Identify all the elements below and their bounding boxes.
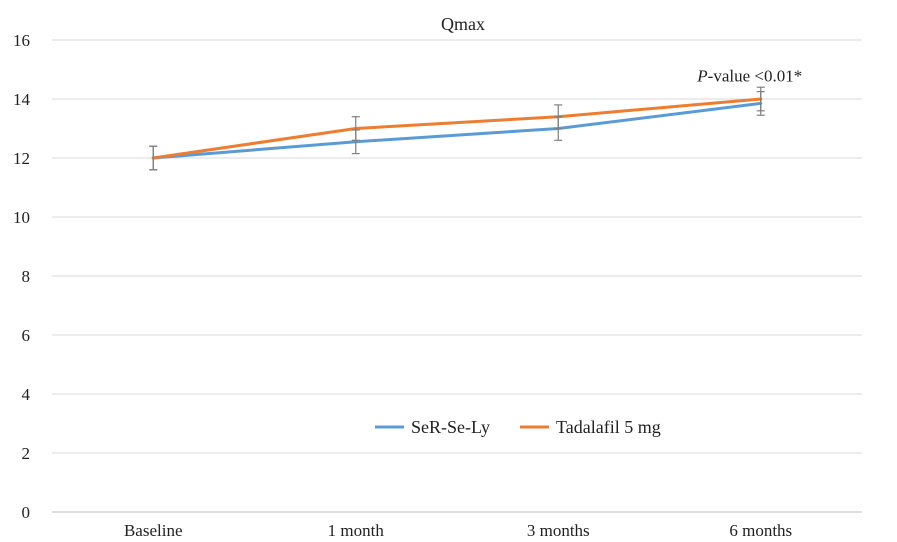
series-lines [151,97,763,160]
legend-item-1: Tadalafil 5 mg [520,417,661,437]
y-tick-label-2: 2 [22,444,31,463]
y-tick-label-16: 16 [13,31,30,50]
legend-item-0: SeR-Se-Ly [375,417,490,437]
y-tick-label-0: 0 [22,503,31,522]
p-value-annotation-0: P-value <0.01* [696,66,802,85]
error-bar-1-0 [149,145,158,171]
p-value-text: -value <0.01* [708,66,803,85]
error-bar-1-2 [554,104,563,130]
y-axis-ticks: 0 2 4 6 8 10 12 14 16 [13,31,31,522]
y-tick-label-4: 4 [22,385,31,404]
legend-label-0: SeR-Se-Ly [411,417,490,437]
x-tick-label-1: 1 month [328,521,385,540]
y-tick-label-8: 8 [22,267,31,286]
x-tick-label-2: 3 months [527,521,590,540]
x-tick-label-0: Baseline [124,521,183,540]
y-tick-label-12: 12 [13,149,30,168]
x-tick-label-3: 6 months [729,521,792,540]
legend: SeR-Se-Ly Tadalafil 5 mg [375,417,661,437]
x-axis-ticks: Baseline 1 month 3 months 6 months [124,521,792,540]
legend-label-1: Tadalafil 5 mg [556,417,661,437]
error-bar-1-1 [351,116,360,141]
chart-title: Qmax [441,14,485,34]
series-line-0 [151,101,763,160]
p-value-italic: P [696,66,707,85]
y-tick-label-14: 14 [13,90,31,109]
error-bars [149,86,765,171]
y-tick-label-6: 6 [22,326,31,345]
error-bar-1-3 [756,86,765,112]
y-tick-label-10: 10 [13,208,30,227]
gridlines [52,39,862,513]
annotations: P-value <0.01* [696,66,802,85]
series-line-1 [151,97,763,160]
